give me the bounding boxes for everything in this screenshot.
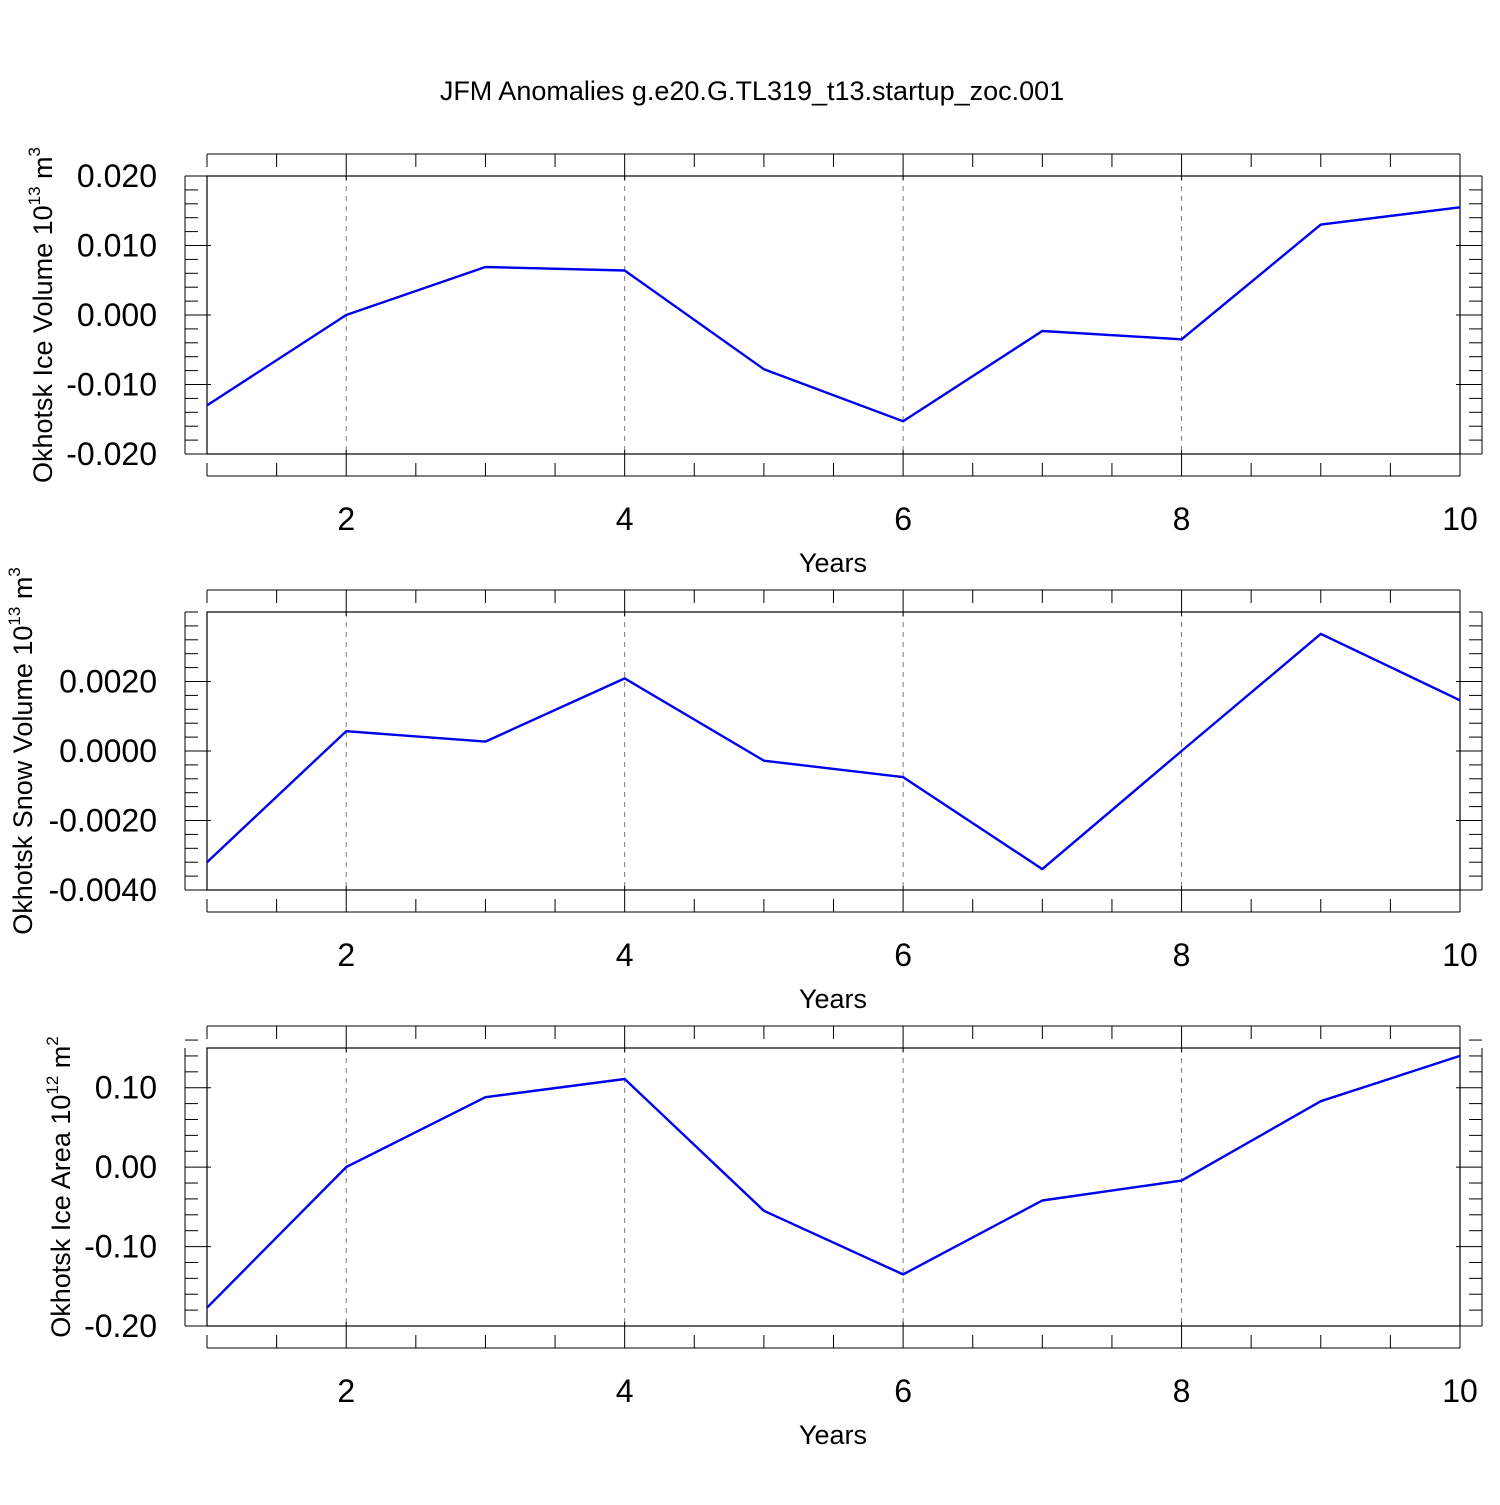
y-tick-label: -0.010 xyxy=(66,367,157,403)
x-axis-label: Years xyxy=(799,1420,867,1450)
x-tick-label: 4 xyxy=(616,1373,634,1409)
panel-3: 2 4 6 8 10 Years -0.20 -0.10 0.00 0.10 Okhotsk Ice… xyxy=(43,1026,1482,1450)
y-tick-label: 0.0020 xyxy=(59,664,157,700)
x-tick-label: 10 xyxy=(1442,937,1478,973)
y-tick-label: -0.0040 xyxy=(48,872,157,908)
y-axis-label-unit: m xyxy=(46,1046,76,1076)
y-tick-label: 0.00 xyxy=(95,1149,157,1185)
x-tick-label: 2 xyxy=(337,501,355,537)
series-line xyxy=(207,634,1460,869)
x-tick-label: 4 xyxy=(616,501,634,537)
y-axis-label-exponent: 13 xyxy=(5,607,24,626)
x-axis-label: Years xyxy=(799,548,867,578)
plot-frame xyxy=(207,176,1460,454)
y-tick-label: -0.10 xyxy=(84,1229,157,1265)
x-tick-label: 8 xyxy=(1173,1373,1191,1409)
y-tick-label: 0.010 xyxy=(77,228,157,264)
y-tick-label: -0.20 xyxy=(84,1308,157,1344)
x-tick-label: 6 xyxy=(894,1373,912,1409)
y-axis-label: Okhotsk Snow Volume 1013 m3 xyxy=(5,567,38,935)
y-axis-label-unit: m xyxy=(28,156,58,186)
x-axis-label: Years xyxy=(799,984,867,1014)
y-axis-label-unit-exponent: 2 xyxy=(43,1036,62,1045)
y-axis-label: Okhotsk Ice Volume 1013 m3 xyxy=(25,147,58,483)
y-tick-label: 0.020 xyxy=(77,158,157,194)
x-tick-label: 10 xyxy=(1442,501,1478,537)
y-tick-label: 0.0000 xyxy=(59,733,157,769)
y-axis-label-text: Okhotsk Snow Volume 10 xyxy=(8,626,38,935)
x-tick-label: 6 xyxy=(894,937,912,973)
y-axis-label-text: Okhotsk Ice Volume 10 xyxy=(28,205,58,483)
series-line xyxy=(207,1056,1460,1308)
x-tick-label: 8 xyxy=(1173,937,1191,973)
series-line xyxy=(207,207,1460,421)
plot-frame xyxy=(207,1048,1460,1326)
y-axis-label-exponent: 13 xyxy=(25,186,44,205)
y-axis-label-unit: m xyxy=(8,577,38,607)
y-axis-label-text: Okhotsk Ice Area 10 xyxy=(46,1095,76,1338)
x-tick-label: 8 xyxy=(1173,501,1191,537)
y-tick-label: 0.10 xyxy=(95,1070,157,1106)
y-axis-label: Okhotsk Ice Area 1012 m2 xyxy=(43,1036,76,1338)
y-tick-label: 0.000 xyxy=(77,297,157,333)
chart-title: JFM Anomalies g.e20.G.TL319_t13.startup_… xyxy=(440,76,1064,106)
y-axis-label-unit-exponent: 3 xyxy=(5,567,24,576)
x-tick-label: 2 xyxy=(337,937,355,973)
x-tick-label: 6 xyxy=(894,501,912,537)
plot-frame xyxy=(207,612,1460,890)
x-tick-label: 4 xyxy=(616,937,634,973)
x-tick-label: 2 xyxy=(337,1373,355,1409)
y-tick-label: -0.0020 xyxy=(48,803,157,839)
x-tick-label: 10 xyxy=(1442,1373,1478,1409)
panel-1: 2 4 6 8 10 Years -0.020 -0.010 0.000 0.010 0.020 Ok… xyxy=(25,147,1482,578)
y-tick-label: -0.020 xyxy=(66,436,157,472)
y-axis-label-exponent: 12 xyxy=(43,1076,62,1095)
y-axis-label-unit-exponent: 3 xyxy=(25,147,44,156)
panel-2: 2 4 6 8 10 Years -0.0040 -0.0020 0.0000 0.0020 Okh… xyxy=(5,567,1482,1014)
